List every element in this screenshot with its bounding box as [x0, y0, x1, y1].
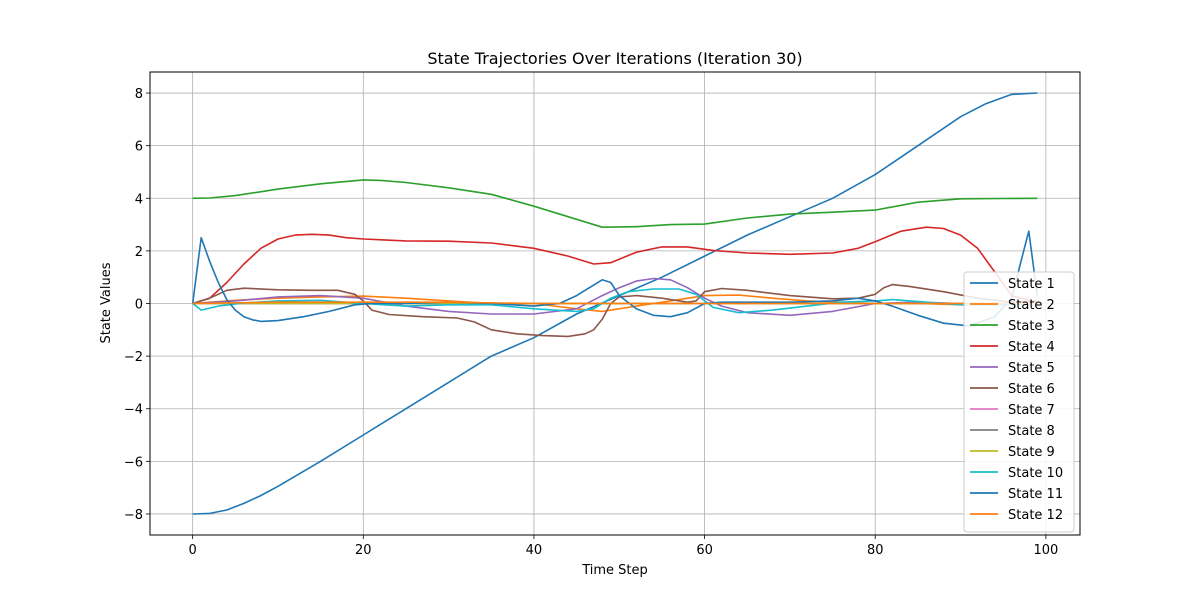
legend-label: State 2	[1008, 298, 1055, 313]
y-tick-label: 4	[135, 192, 143, 207]
series-line-state-12	[192, 301, 1038, 305]
series-lines	[191, 92, 1039, 515]
x-tick-label: 40	[526, 543, 543, 558]
axis-ticks: 0 20 40 60 80 100 −8 −6 −4 −2 0 2 4 6 8	[124, 87, 1058, 558]
x-tick-label: 0	[189, 543, 197, 558]
series-line-state-5	[192, 277, 1038, 317]
y-tick-label: 2	[135, 245, 143, 260]
series-line-state-1	[192, 92, 1038, 515]
legend-box	[963, 271, 1075, 533]
y-tick-label: 0	[135, 298, 143, 313]
legend-label: State 6	[1008, 382, 1055, 397]
chart-title: State Trajectories Over Iterations (Iter…	[427, 49, 802, 68]
legend-label: State 1	[1008, 277, 1055, 292]
legend-label: State 5	[1008, 361, 1055, 376]
legend-label: State 11	[1008, 487, 1063, 502]
y-tick-label: −2	[124, 350, 143, 365]
series-line-state-10	[192, 288, 1038, 314]
legend-label: State 12	[1008, 508, 1063, 523]
series-line-state-11	[191, 230, 1039, 327]
legend-label: State 10	[1008, 466, 1063, 481]
x-tick-label: 80	[867, 543, 884, 558]
legend-label: State 7	[1008, 403, 1055, 418]
y-tick-label: −6	[124, 455, 143, 470]
y-tick-label: 6	[135, 140, 143, 155]
legend-label: State 9	[1008, 445, 1055, 460]
legend-label: State 3	[1008, 319, 1055, 334]
y-tick-label: 8	[135, 87, 143, 102]
y-tick-label: −8	[124, 508, 143, 523]
series-line-state-3	[192, 179, 1038, 228]
legend-label: State 8	[1008, 424, 1055, 439]
legend: State 1 State 2 State 3 State 4 State 5 State…	[963, 271, 1075, 533]
series-line-state-4	[192, 226, 1038, 305]
legend-label: State 4	[1008, 340, 1055, 355]
series-line-state-6	[192, 283, 1038, 338]
x-axis-label: Time Step	[581, 563, 648, 578]
x-tick-label: 100	[1033, 543, 1058, 558]
y-axis-label: State Values	[99, 262, 114, 343]
y-tick-label: −4	[124, 403, 143, 418]
x-tick-label: 20	[355, 543, 372, 558]
x-tick-label: 60	[696, 543, 713, 558]
